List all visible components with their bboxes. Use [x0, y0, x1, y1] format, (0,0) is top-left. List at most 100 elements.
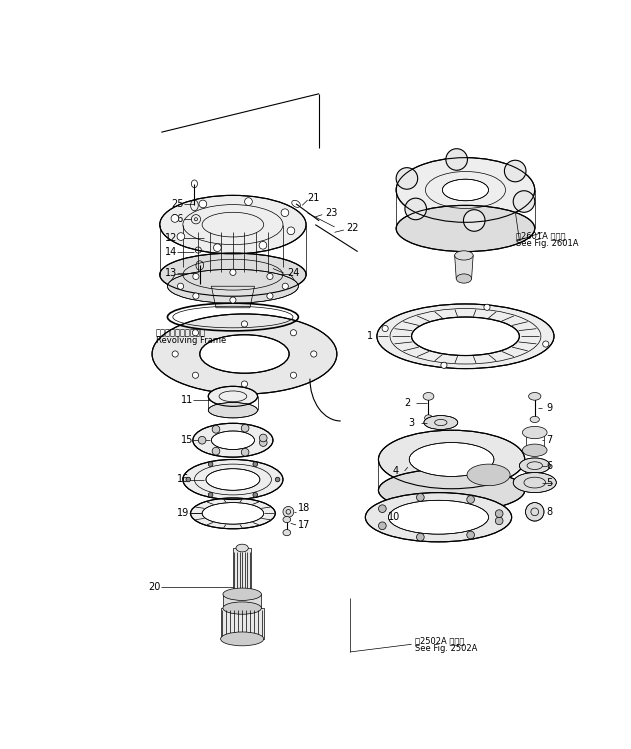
Ellipse shape [202, 503, 264, 524]
Ellipse shape [467, 464, 510, 485]
Circle shape [543, 341, 549, 347]
Circle shape [463, 210, 485, 231]
Text: 12: 12 [165, 233, 177, 243]
Ellipse shape [389, 500, 488, 534]
Text: 13: 13 [165, 268, 177, 278]
Circle shape [193, 293, 199, 299]
Circle shape [416, 533, 424, 541]
Text: Revolving Frame: Revolving Frame [156, 336, 226, 345]
Circle shape [467, 496, 475, 503]
Circle shape [405, 198, 427, 219]
Ellipse shape [206, 469, 260, 491]
Text: 16: 16 [177, 475, 189, 485]
Text: See Fig. 2502A: See Fig. 2502A [415, 643, 478, 652]
Text: 19: 19 [177, 509, 189, 518]
Circle shape [208, 462, 213, 467]
Ellipse shape [456, 274, 471, 283]
Ellipse shape [411, 317, 519, 356]
Circle shape [213, 244, 221, 252]
Circle shape [241, 449, 249, 456]
Text: 18: 18 [298, 503, 310, 513]
Text: 20: 20 [148, 581, 160, 592]
Text: 2: 2 [404, 398, 410, 407]
Circle shape [172, 351, 178, 357]
Text: 11: 11 [180, 395, 193, 405]
Text: 6: 6 [546, 461, 552, 470]
Text: レホルヒングフレーム: レホルヒングフレーム [156, 328, 206, 337]
Circle shape [526, 503, 544, 521]
Ellipse shape [283, 517, 291, 523]
Circle shape [208, 493, 213, 497]
Ellipse shape [200, 335, 289, 373]
Text: 21: 21 [307, 192, 320, 203]
Circle shape [441, 363, 447, 369]
Ellipse shape [442, 179, 488, 201]
Circle shape [290, 330, 297, 336]
Text: 14: 14 [165, 246, 177, 257]
Ellipse shape [424, 416, 457, 429]
Ellipse shape [513, 473, 557, 493]
Text: 9: 9 [546, 403, 552, 413]
Circle shape [382, 325, 388, 332]
Circle shape [379, 522, 386, 530]
Ellipse shape [522, 444, 547, 456]
Ellipse shape [191, 498, 275, 529]
Ellipse shape [519, 458, 550, 473]
Polygon shape [167, 275, 298, 286]
Ellipse shape [377, 304, 554, 369]
Ellipse shape [236, 545, 249, 552]
Text: 17: 17 [298, 520, 310, 530]
Circle shape [230, 297, 236, 303]
Polygon shape [223, 594, 261, 608]
Polygon shape [211, 286, 254, 308]
Ellipse shape [160, 195, 306, 254]
Circle shape [230, 270, 236, 276]
Text: 8: 8 [546, 507, 552, 517]
Circle shape [212, 447, 220, 455]
Circle shape [287, 227, 295, 234]
Circle shape [310, 351, 317, 357]
Text: See Fig. 2601A: See Fig. 2601A [516, 240, 578, 249]
Circle shape [242, 381, 247, 387]
Circle shape [245, 198, 252, 205]
Circle shape [259, 434, 267, 442]
Text: 26: 26 [171, 214, 184, 224]
Polygon shape [233, 548, 251, 594]
Text: 23: 23 [326, 208, 338, 218]
Ellipse shape [208, 386, 257, 407]
Ellipse shape [455, 251, 473, 260]
Text: 1: 1 [367, 331, 373, 342]
Text: 15: 15 [180, 435, 193, 445]
Circle shape [199, 200, 207, 207]
Circle shape [253, 493, 257, 497]
Ellipse shape [425, 415, 432, 421]
Text: 25: 25 [171, 198, 184, 209]
Circle shape [259, 241, 267, 249]
Circle shape [495, 510, 503, 518]
Circle shape [259, 439, 267, 446]
Ellipse shape [396, 157, 534, 222]
Text: 4: 4 [392, 466, 398, 476]
Circle shape [192, 372, 199, 378]
Ellipse shape [396, 205, 534, 252]
Circle shape [177, 233, 185, 240]
Ellipse shape [193, 423, 273, 457]
Ellipse shape [183, 459, 283, 500]
Circle shape [242, 321, 247, 327]
Circle shape [416, 494, 424, 501]
Ellipse shape [208, 402, 257, 418]
Text: 24: 24 [287, 268, 299, 278]
Ellipse shape [211, 431, 254, 449]
Circle shape [504, 160, 526, 182]
Circle shape [275, 477, 280, 482]
Circle shape [446, 149, 468, 170]
Polygon shape [221, 608, 264, 639]
Ellipse shape [530, 416, 540, 422]
Circle shape [484, 304, 490, 310]
Ellipse shape [379, 430, 525, 489]
Text: 第2502A 図参照: 第2502A 図参照 [415, 636, 465, 645]
Ellipse shape [529, 392, 541, 400]
Circle shape [283, 506, 294, 518]
Circle shape [171, 215, 179, 222]
Circle shape [282, 283, 288, 289]
